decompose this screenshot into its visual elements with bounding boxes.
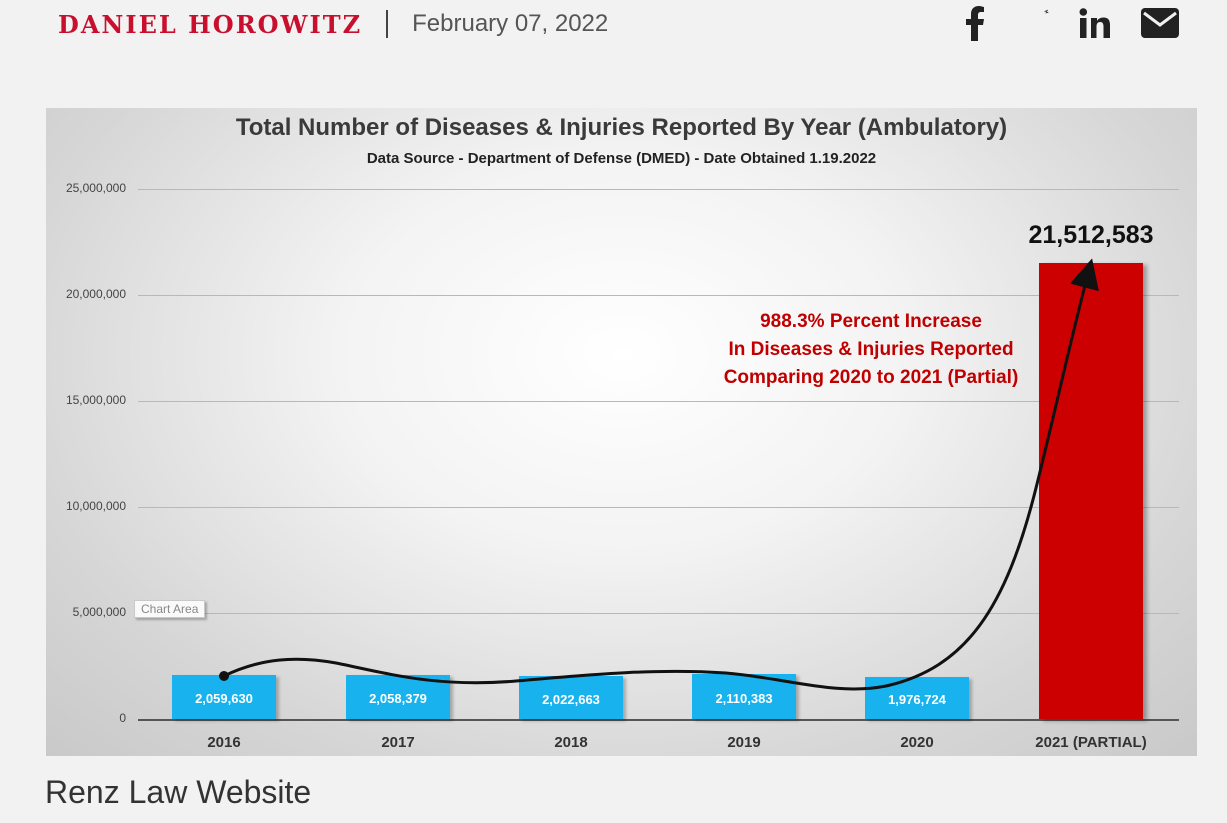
bar-2016 [172,675,276,719]
y-tick-label: 15,000,000 [65,393,126,407]
bar-2018 [519,676,623,719]
bar-value-label-highlight: 21,512,583 [1028,220,1154,249]
x-tick-label: 2016 [207,734,241,751]
x-tick-label: 2020 [900,734,934,751]
trend-curve [223,258,1099,691]
trend-arrow [219,258,1099,691]
bar-2019 [692,674,796,719]
y-tick-label: 10,000,000 [65,499,126,513]
x-tick-label: 2018 [554,734,588,751]
facebook-icon[interactable] [965,5,985,41]
annotation-line-1: 988.3% Percent Increase [760,311,982,332]
linkedin-icon[interactable] [1079,8,1111,38]
annotation-line-2: In Diseases & Injuries Reported [728,339,1014,360]
gridline [138,401,1179,402]
x-tick-label: 2019 [727,734,761,751]
publish-date: February 07, 2022 [412,10,609,37]
bar-2017 [346,675,450,719]
increase-annotation: 988.3% Percent Increase In Diseases & In… [706,308,1036,392]
bar-value-label: 2,058,379 [369,691,427,707]
bar-2021-partial [1039,262,1143,719]
bar-value-label: 2,110,383 [715,690,773,706]
email-icon[interactable] [1141,8,1179,38]
bar-2020 [865,677,969,719]
annotation-line-3: Comparing 2020 to 2021 (Partial) [723,367,1019,388]
twitter-icon[interactable] [1015,9,1049,37]
social-share-bar [965,2,1179,44]
chart-title: Total Number of Diseases & Injuries Repo… [235,114,1008,141]
bar-value-label: 2,059,630 [195,691,253,707]
bar-value-label: 2,022,663 [542,691,600,707]
image-caption: Renz Law Website [45,774,312,810]
x-tick-label: 2017 [381,734,415,751]
y-tick-label: 25,000,000 [65,181,126,195]
chart-area-tooltip: Chart Area [134,600,206,618]
y-tick-label: 5,000,000 [72,605,126,619]
x-tick-label: 2021 (PARTIAL) [1035,734,1147,751]
y-tick-label: 20,000,000 [65,287,126,301]
byline-divider [386,10,389,38]
y-tick-label: 0 [119,711,126,725]
trend-start-dot [219,671,229,681]
gridline [138,295,1179,296]
author-name[interactable]: DANIEL HOROWITZ [58,9,363,39]
x-axis-line [138,719,1179,721]
chart-subtitle: Data Source - Department of Defense (DME… [366,150,877,167]
gridline [138,189,1179,190]
byline: DANIEL HOROWITZ February 07, 2022 [58,6,608,42]
gridline [138,613,1179,614]
chart-image: Total Number of Diseases & Injuries Repo… [46,108,1197,756]
bar-value-label: 1,976,724 [888,692,946,708]
gridline [138,507,1179,508]
